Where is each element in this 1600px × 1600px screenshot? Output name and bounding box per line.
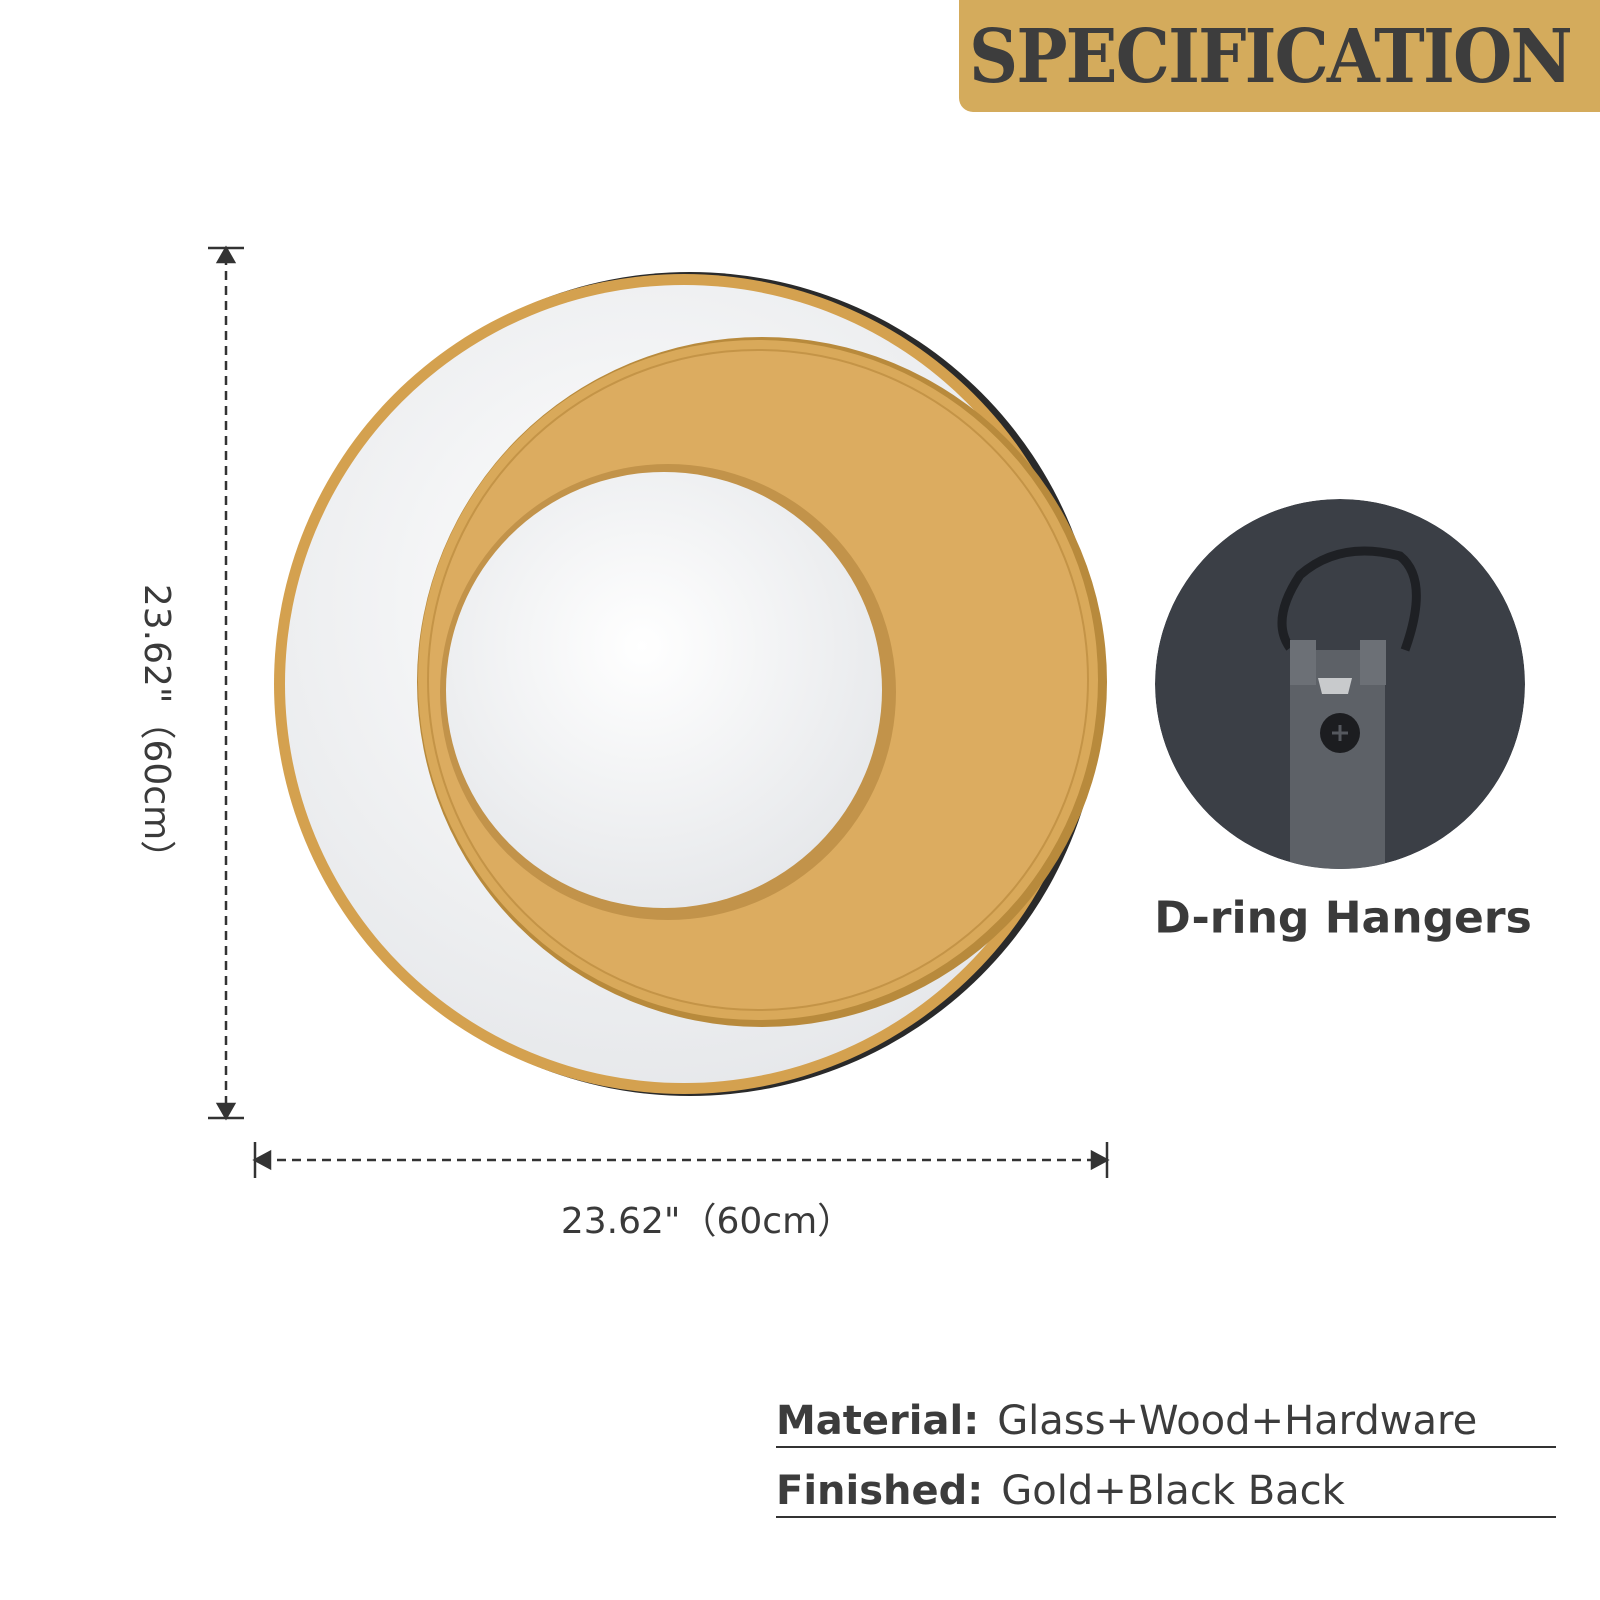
height-dimension-label: 23.62"（60cm）	[136, 583, 177, 877]
spec-value: Glass+Wood+Hardware	[997, 1398, 1478, 1444]
specification-banner: SPECIFICATION	[959, 0, 1600, 112]
height-dimension-line	[208, 245, 244, 1121]
hanger-label: D-ring Hangers	[1154, 892, 1532, 944]
width-dimension-line	[252, 1142, 1110, 1178]
d-ring-hanger-photo	[1155, 499, 1525, 869]
mirror-inner-glass	[440, 464, 896, 920]
spec-row-finished: Finished: Gold+Black Back	[776, 1468, 1556, 1518]
spec-value: Gold+Black Back	[1001, 1468, 1345, 1514]
spec-label: Material:	[776, 1398, 980, 1444]
spec-label: Finished:	[776, 1468, 984, 1514]
width-dimension-label: 23.62"（60cm）	[560, 1201, 854, 1242]
spec-row-material: Material: Glass+Wood+Hardware	[776, 1398, 1556, 1448]
page-title: SPECIFICATION	[969, 14, 1573, 100]
